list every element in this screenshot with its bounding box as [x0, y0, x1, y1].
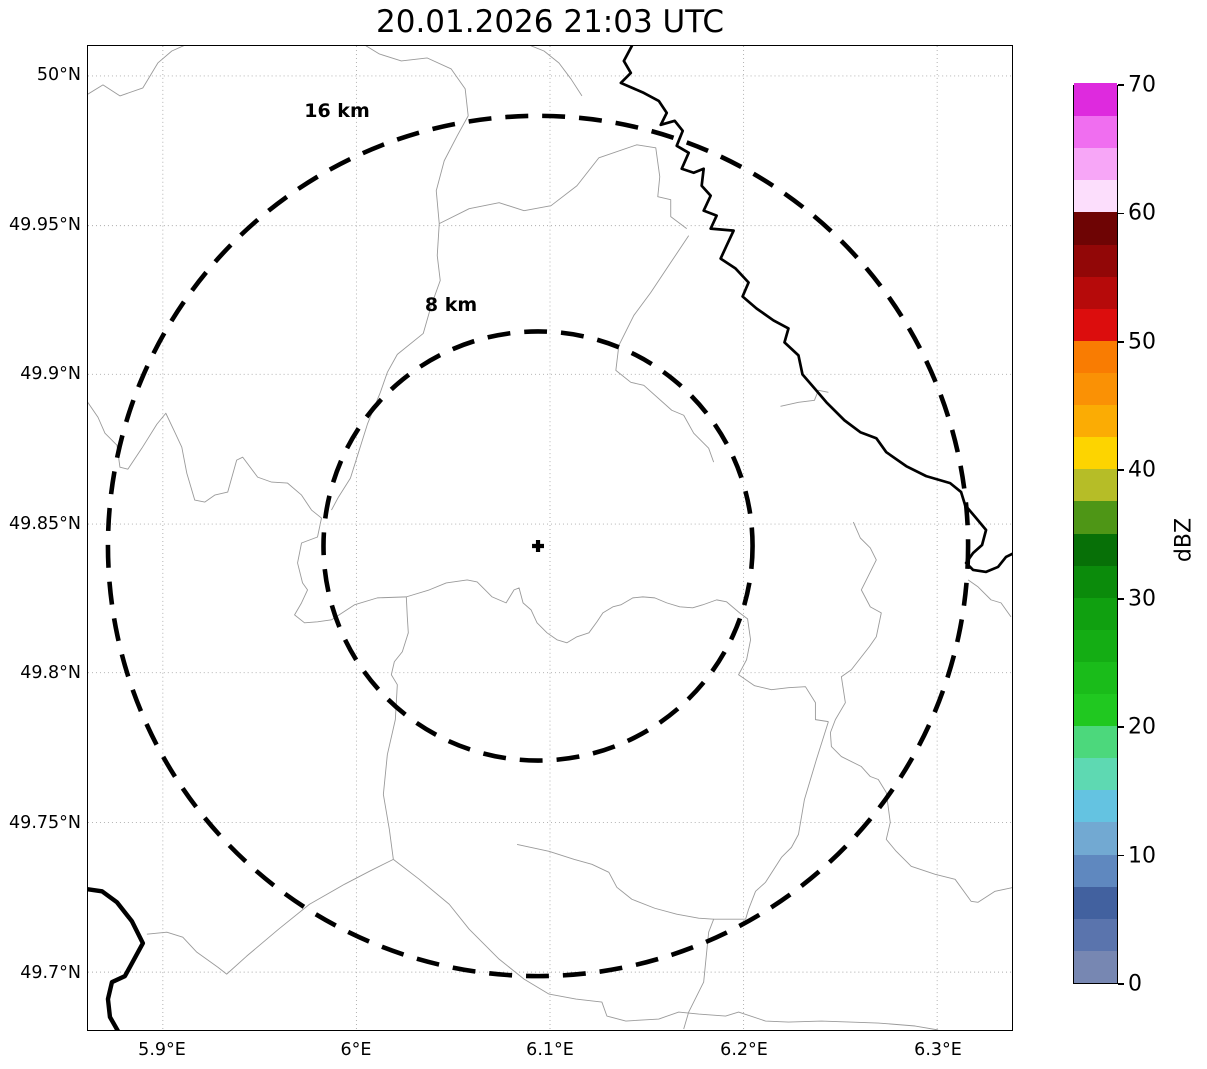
- colorbar-tickmark: [1118, 854, 1124, 857]
- colorbar-segment: [1074, 629, 1117, 662]
- colorbar-tick-label: 40: [1128, 457, 1156, 483]
- colorbar-segment: [1074, 308, 1117, 341]
- colorbar-segment: [1074, 179, 1117, 213]
- colorbar-segment: [1074, 468, 1117, 502]
- colorbar-tickmark: [1118, 212, 1124, 215]
- range-ring-circle: [105, 113, 971, 979]
- range-ring-label: 16 km: [304, 100, 370, 122]
- colorbar-segment: [1074, 147, 1117, 181]
- colorbar-segment: [1074, 725, 1117, 759]
- colorbar-tick-label: 70: [1128, 72, 1156, 98]
- colorbar-segment: [1074, 500, 1117, 534]
- admin-boundary-line: [615, 235, 715, 463]
- colorbar-segment: [1074, 757, 1117, 791]
- admin-boundary-line: [88, 46, 185, 97]
- lon-tick-label: 6.1°E: [526, 1040, 574, 1060]
- map-svg: [88, 46, 1012, 1030]
- colorbar-segment: [1074, 886, 1117, 919]
- admin-boundary-line: [829, 521, 1012, 903]
- colorbar-segment: [1074, 243, 1117, 277]
- radar-site-marker: [532, 539, 545, 552]
- admin-boundary-line: [780, 389, 829, 407]
- figure-title: 20.01.2026 21:03 UTC: [376, 4, 724, 40]
- colorbar-tickmark: [1118, 597, 1124, 600]
- country-border-line: [88, 887, 146, 1030]
- colorbar-tick-label: 50: [1128, 329, 1156, 355]
- colorbar-tick-label: 10: [1128, 843, 1156, 869]
- lon-tick-label: 5.9°E: [138, 1040, 186, 1060]
- colorbar-segment: [1074, 340, 1117, 373]
- colorbar-segment: [1074, 918, 1117, 951]
- lon-tick-label: 6°E: [340, 1040, 372, 1060]
- colorbar-segment: [1074, 372, 1117, 406]
- colorbar-segment: [1074, 532, 1117, 566]
- admin-boundary-line: [548, 993, 939, 1030]
- lat-tick-label: 49.9°N: [20, 364, 81, 384]
- colorbar-tickmark: [1118, 341, 1124, 343]
- colorbar-segment: [1074, 789, 1117, 823]
- range-ring-label: 8 km: [424, 294, 478, 316]
- colorbar-segment: [1074, 404, 1117, 438]
- admin-boundary-line: [382, 596, 409, 860]
- colorbar-segment: [1074, 565, 1117, 598]
- colorbar-tickmark: [1118, 84, 1124, 86]
- colorbar-segment: [1074, 83, 1117, 117]
- admin-boundary-line: [365, 46, 469, 224]
- colorbar-segment: [1074, 950, 1117, 983]
- colorbar-segment: [1074, 436, 1117, 470]
- colorbar-tick-label: 30: [1128, 586, 1156, 612]
- range-ring-circle: [321, 329, 755, 763]
- lat-tick-label: 49.75°N: [9, 813, 81, 833]
- admin-boundary-line: [439, 144, 687, 229]
- lon-tick-label: 6.2°E: [720, 1040, 768, 1060]
- colorbar-unit-label: dBZ: [1171, 517, 1197, 563]
- colorbar-segment: [1074, 821, 1117, 855]
- admin-boundary-line: [516, 843, 714, 920]
- colorbar-segment: [1074, 211, 1117, 245]
- colorbar-segment: [1074, 853, 1117, 887]
- admin-boundary-line: [967, 579, 1012, 618]
- admin-boundary-line: [683, 721, 829, 1030]
- lat-tick-label: 49.8°N: [20, 663, 81, 683]
- colorbar-tick-label: 0: [1128, 971, 1142, 997]
- colorbar-segment: [1074, 693, 1117, 727]
- colorbar-segment: [1074, 115, 1117, 149]
- colorbar-segment: [1074, 661, 1117, 695]
- map-plot-area: 16 km 8 km: [87, 45, 1013, 1031]
- admin-boundary-line: [88, 401, 332, 624]
- colorbar-tickmark: [1118, 983, 1124, 985]
- admin-boundary-line: [530, 46, 583, 97]
- admin-boundary-line: [146, 858, 394, 975]
- country-border-line: [619, 46, 1012, 574]
- colorbar-tickmark: [1118, 726, 1124, 728]
- lat-tick-label: 49.95°N: [9, 215, 81, 235]
- colorbar-tickmark: [1118, 469, 1124, 472]
- lat-tick-label: 49.7°N: [20, 963, 81, 983]
- lon-tick-label: 6.3°E: [914, 1040, 962, 1060]
- colorbar-segment: [1074, 597, 1117, 630]
- colorbar-segment: [1074, 276, 1117, 309]
- admin-boundary-line: [331, 579, 829, 723]
- admin-boundary-line: [393, 858, 550, 995]
- colorbar-tick-label: 20: [1128, 714, 1156, 740]
- colorbar-tick-label: 60: [1128, 200, 1156, 226]
- colorbar: [1073, 83, 1118, 984]
- lat-tick-label: 50°N: [36, 65, 81, 85]
- admin-boundary-line: [331, 223, 441, 511]
- lat-tick-label: 49.85°N: [9, 514, 81, 534]
